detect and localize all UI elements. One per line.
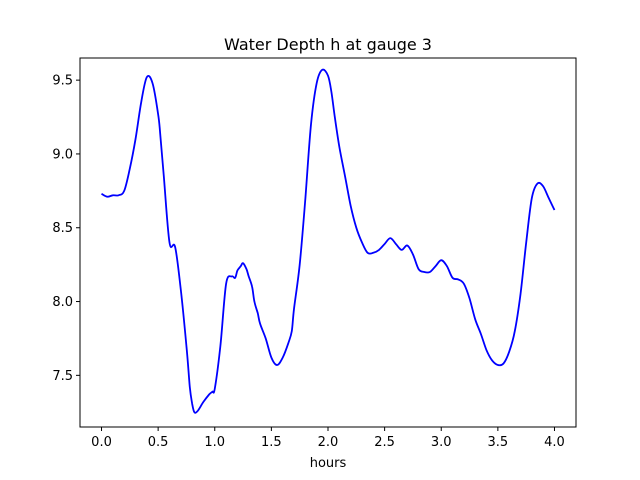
x-tick-label: 0.5	[148, 435, 169, 450]
series-line-0	[101, 68, 556, 414]
x-tick-label: 2.0	[318, 435, 339, 450]
y-tick-label: 8.5	[52, 221, 73, 236]
x-tick-label: 1.5	[261, 435, 282, 450]
x-tick-label: 0.0	[91, 435, 112, 450]
y-tick-label: 9.0	[52, 147, 73, 162]
y-tick-label: 8.0	[52, 295, 73, 310]
x-tick-label: 2.5	[374, 435, 395, 450]
x-tick-label: 3.5	[488, 435, 509, 450]
y-tick-label: 7.5	[52, 369, 73, 384]
y-tick-label: 9.5	[52, 74, 73, 89]
x-axis-label: hours	[310, 456, 347, 471]
chart-title: Water Depth h at gauge 3	[224, 35, 432, 54]
x-tick-label: 4.0	[544, 435, 565, 450]
x-tick-label: 1.0	[204, 435, 225, 450]
plot-frame	[79, 57, 577, 428]
x-tick-label: 3.0	[431, 435, 452, 450]
